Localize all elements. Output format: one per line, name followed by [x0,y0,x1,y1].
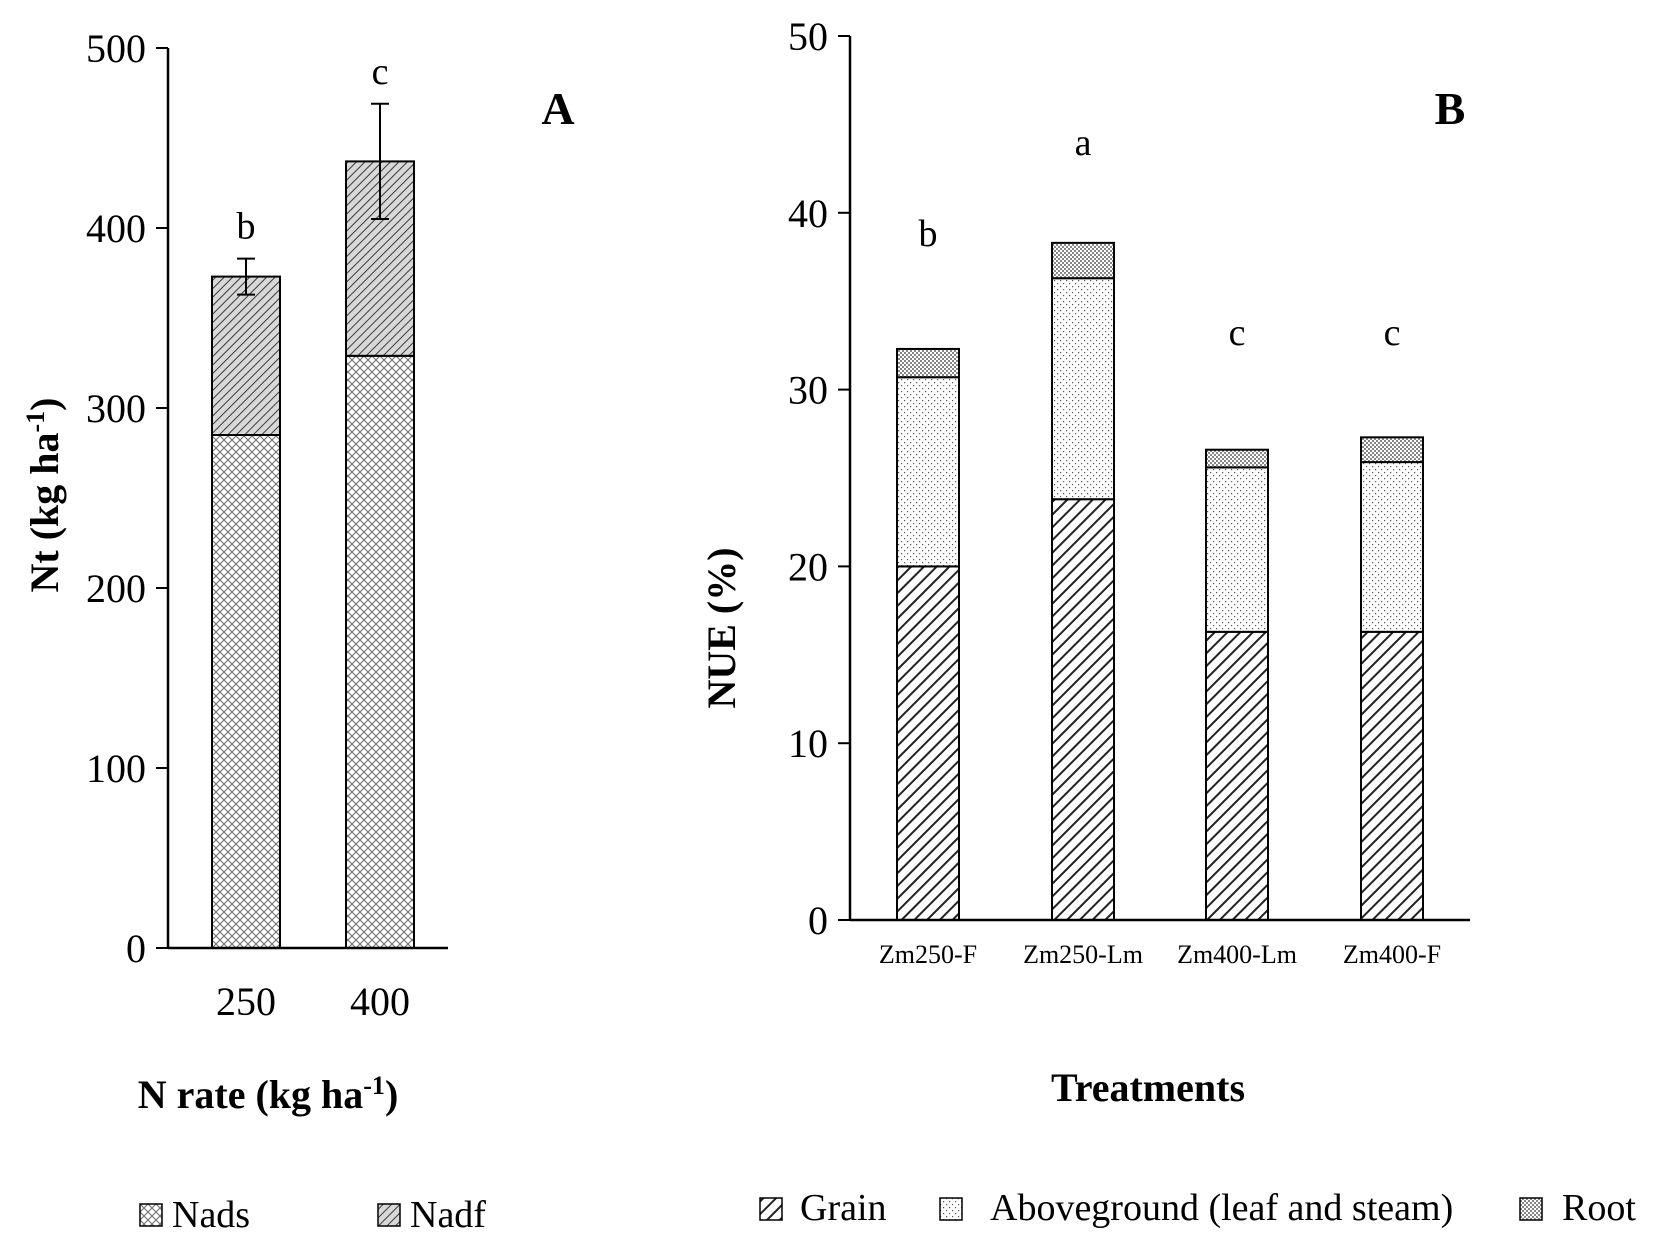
legend-label-root: Root [1562,1187,1636,1229]
x-tick-label-zm250-lm: Zm250-Lm [1023,940,1143,969]
legend-label-aboveground: Aboveground (leaf and steam) [990,1187,1453,1229]
legend-swatch-aboveground [939,1197,963,1221]
legend-swatch-grain [759,1197,783,1221]
y-tick-label-0: 0 [808,898,828,943]
y-tick-label-30: 30 [788,368,828,413]
bar-nads-400 [345,354,415,949]
legend-label-nadf: Nadf [410,1194,486,1236]
bar-grain-zm250-lm [1051,498,1115,921]
x-tick-label-zm250-f: Zm250-F [879,940,977,969]
error-bar-400 [371,102,389,220]
y-tick-label-500: 500 [86,26,146,71]
legend-swatch-nadf [377,1203,401,1227]
significance-letter-zm250-lm: a [1075,122,1092,164]
y-tick-label-0: 0 [126,926,146,971]
panel-b-y-axis-title: NUE (%) [699,547,744,708]
y-tick-label-200: 200 [86,566,146,611]
bar-aboveground-leaf-and-steam-zm400-lm [1205,466,1269,633]
panel-a-y-axis-title: Nt (kg ha-1) [21,397,67,592]
significance-letter-250: b [237,206,256,248]
panel-b-chart: 0 10 20 30 40 50 Zm250-F Zm250-Lm Zm400-Lm Zm400… [699,14,1636,1229]
panel-a-label: A [541,83,574,134]
legend-label-grain: Grain [800,1187,887,1229]
panel-a-x-axis-title: N rate (kg ha-1) [138,1071,399,1117]
y-tick-label-50: 50 [788,14,828,59]
panel-b-label: B [1435,83,1466,134]
y-tick-label-100: 100 [86,746,146,791]
bar-nads-250 [211,434,281,949]
significance-letter-zm400-lm: c [1229,312,1246,354]
bar-root-zm250-lm [1051,241,1115,280]
y-tick-label-40: 40 [788,191,828,236]
panel-a-chart: 0 100 200 300 400 500 250 400 b c A Nt (kg ha-1… [21,26,575,1236]
bar-aboveground-leaf-and-steam-zm400-f [1360,461,1424,633]
bar-grain-zm400-lm [1205,630,1269,921]
legend-swatch-nads [139,1203,163,1227]
y-tick-label-300: 300 [86,386,146,431]
x-tick-label-400: 400 [350,979,410,1024]
bar-aboveground-leaf-and-steam-zm250-lm [1051,277,1115,501]
panel-a-legend: Nads Nadf [139,1194,486,1236]
panel-b-x-axis-title: Treatments [1051,1065,1245,1110]
error-bar-250 [237,257,255,296]
x-tick-label-250: 250 [216,979,276,1024]
panel-b-legend: Grain Aboveground (leaf and steam) Root [759,1187,1636,1229]
significance-letter-400: c [372,51,389,93]
significance-letter-zm400-f: c [1384,312,1401,354]
significance-letter-zm250-f: b [919,213,938,255]
bar-aboveground-leaf-and-steam-zm250-f [896,376,960,568]
y-tick-label-10: 10 [788,721,828,766]
bar-root-zm250-f [896,347,960,379]
bar-grain-zm400-f [1360,630,1424,921]
legend-swatch-root [1519,1197,1543,1221]
bar-nadf-250 [211,275,281,436]
y-tick-label-20: 20 [788,544,828,589]
x-tick-label-zm400-lm: Zm400-Lm [1177,940,1297,969]
y-tick-label-400: 400 [86,206,146,251]
bar-root-zm400-f [1360,436,1424,464]
bar-root-zm400-lm [1205,448,1269,469]
x-tick-label-zm400-f: Zm400-F [1343,940,1441,969]
bar-grain-zm250-f [896,565,960,922]
legend-label-nads: Nads [172,1194,250,1236]
